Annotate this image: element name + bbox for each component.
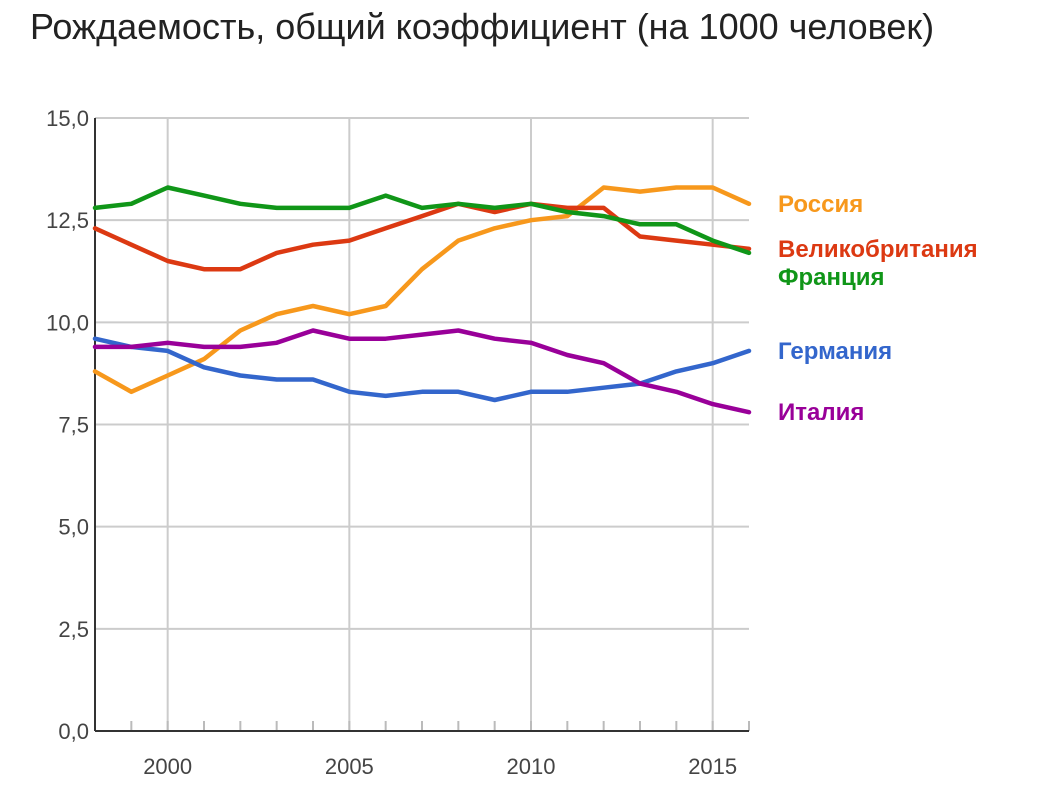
- series-line: [92, 185, 752, 395]
- x-tick-label: 2000: [143, 754, 192, 779]
- series-label: Италия: [778, 399, 864, 426]
- series-label: Великобритания: [778, 236, 978, 263]
- axis-layer: 0,0 2,5 5,0 7,5 10,0 12,5 15,0 2000 2005 2010 2015: [46, 106, 750, 779]
- y-tick-label: 15,0: [46, 106, 89, 131]
- y-tick-label: 0,0: [58, 719, 89, 744]
- series-line: [92, 201, 752, 272]
- chart-title: Рождаемость, общий коэффициент (на 1000 …: [30, 6, 935, 47]
- y-tick-label: 5,0: [58, 515, 89, 540]
- series-label: Россия: [778, 191, 863, 218]
- y-tick-label: 7,5: [58, 413, 89, 438]
- x-tick-label: 2010: [507, 754, 556, 779]
- series-label: Германия: [778, 338, 892, 365]
- y-tick-label: 12,5: [46, 208, 89, 233]
- series-layer: [92, 185, 752, 415]
- y-tick-label: 10,0: [46, 310, 89, 335]
- y-tick-label: 2,5: [58, 617, 89, 642]
- grid-layer: [95, 117, 749, 732]
- series-line: [92, 185, 752, 256]
- x-tick-label: 2015: [688, 754, 737, 779]
- series-line: [92, 328, 752, 415]
- x-tick-label: 2005: [325, 754, 374, 779]
- series-label: Франция: [778, 264, 885, 291]
